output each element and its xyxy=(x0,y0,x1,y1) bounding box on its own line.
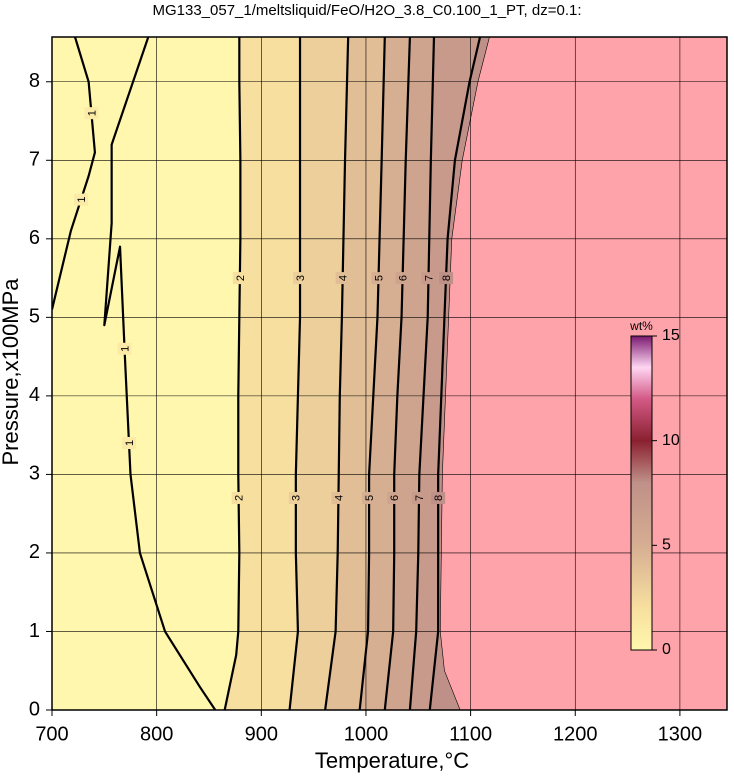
contour-label-text: 7 xyxy=(423,275,435,281)
y-tick-label: 4 xyxy=(29,384,40,406)
contour-label: 5 xyxy=(362,491,377,504)
contour-label-text: 7 xyxy=(414,495,426,501)
contour-label-text: 8 xyxy=(441,275,453,281)
colorbar-label: wt% xyxy=(629,319,653,333)
contour-line xyxy=(223,37,242,710)
contour-label-bg xyxy=(335,272,350,285)
contour-line xyxy=(324,37,350,710)
x-tick-label: 1100 xyxy=(449,723,492,745)
boundary-region xyxy=(440,37,727,710)
contour-label-bg xyxy=(421,272,436,285)
x-tick-label: 1000 xyxy=(344,723,389,745)
contour-label: 8 xyxy=(439,272,454,285)
contour-label: 1 xyxy=(74,193,89,206)
contour-label: 2 xyxy=(231,491,246,504)
contour-label-text: 6 xyxy=(397,275,409,281)
colorbar-tick-label: 0 xyxy=(662,641,671,658)
contour-label-text: 1 xyxy=(119,346,131,352)
contour-label-text: 5 xyxy=(373,275,385,281)
contour-label: 4 xyxy=(331,491,346,504)
x-tick-label: 900 xyxy=(245,723,278,745)
contour-label-text: 3 xyxy=(291,495,303,501)
contour-label-text: 2 xyxy=(235,275,247,281)
contour-label-text: 4 xyxy=(338,275,350,281)
contour-label-bg xyxy=(362,491,377,504)
contour-label: 3 xyxy=(293,272,308,285)
contour-label-text: 1 xyxy=(86,110,98,116)
contour-label-bg xyxy=(371,272,386,285)
contour-label-bg xyxy=(331,491,346,504)
contour-label: 1 xyxy=(117,342,132,355)
contour-label-text: 1 xyxy=(124,440,136,446)
contour-label: 7 xyxy=(421,272,436,285)
contour-label-bg xyxy=(439,272,454,285)
x-tick-label: 800 xyxy=(140,723,173,745)
contour-label: 7 xyxy=(412,491,427,504)
contour-line xyxy=(288,37,302,710)
contour-label-text: 1 xyxy=(76,196,88,202)
contour-label: 1 xyxy=(121,436,136,449)
contour-line xyxy=(52,37,217,710)
contour-label-bg xyxy=(412,491,427,504)
colorbar-tick-label: 15 xyxy=(662,327,680,344)
y-tick-label: 0 xyxy=(29,698,40,720)
contour-label-bg xyxy=(121,436,136,449)
contour-line xyxy=(358,37,386,710)
contour-label: 5 xyxy=(371,272,386,285)
y-tick-label: 6 xyxy=(29,227,40,249)
y-tick-label: 2 xyxy=(29,541,40,563)
contour-label: 3 xyxy=(288,491,303,504)
contour-label-bg xyxy=(431,491,446,504)
contour-label: 1 xyxy=(84,107,99,120)
colorbar xyxy=(630,335,653,651)
contour-label-bg xyxy=(84,107,99,120)
x-tick-label: 1300 xyxy=(658,723,703,745)
colorbar-tick-label: 5 xyxy=(662,537,671,554)
contour-label-text: 4 xyxy=(333,495,345,501)
x-tick-label: 700 xyxy=(35,723,68,745)
y-tick-label: 3 xyxy=(29,463,40,485)
contour-label-bg xyxy=(232,272,247,285)
contour-label-bg xyxy=(74,193,89,206)
contour-label-text: 2 xyxy=(233,495,245,501)
contour-line xyxy=(408,37,436,710)
contour-label-bg xyxy=(293,272,308,285)
x-tick-label: 1200 xyxy=(553,723,598,745)
contour-label-text: 6 xyxy=(389,495,401,501)
x-axis-label: Temperature,°C xyxy=(315,748,469,773)
boundary-line xyxy=(439,37,490,710)
contour-label-bg xyxy=(395,272,410,285)
plot-frame xyxy=(51,36,728,711)
y-axis-label: Pressure,x100MPa xyxy=(0,278,23,466)
contour-label-bg xyxy=(117,342,132,355)
y-tick-label: 7 xyxy=(29,149,40,171)
contour-label-bg xyxy=(387,491,402,504)
contour-label-text: 3 xyxy=(295,275,307,281)
contour-label: 6 xyxy=(387,491,402,504)
y-tick-label: 5 xyxy=(29,306,40,328)
y-tick-label: 8 xyxy=(29,70,40,92)
contour-line xyxy=(383,37,412,710)
contour-label-text: 8 xyxy=(433,495,445,501)
contour-label: 6 xyxy=(395,272,410,285)
contour-label: 4 xyxy=(335,272,350,285)
contour-label-bg xyxy=(231,491,246,504)
contour-label-bg xyxy=(288,491,303,504)
contour-label: 8 xyxy=(431,491,446,504)
contour-label-text: 5 xyxy=(364,495,376,501)
chart-title: MG133_057_1/meltsliquid/FeO/H2O_3.8_C0.1… xyxy=(152,2,581,19)
contour-label: 2 xyxy=(232,272,247,285)
colorbar-tick-label: 10 xyxy=(662,432,680,449)
contour-line xyxy=(428,37,482,710)
y-tick-label: 1 xyxy=(29,620,40,642)
